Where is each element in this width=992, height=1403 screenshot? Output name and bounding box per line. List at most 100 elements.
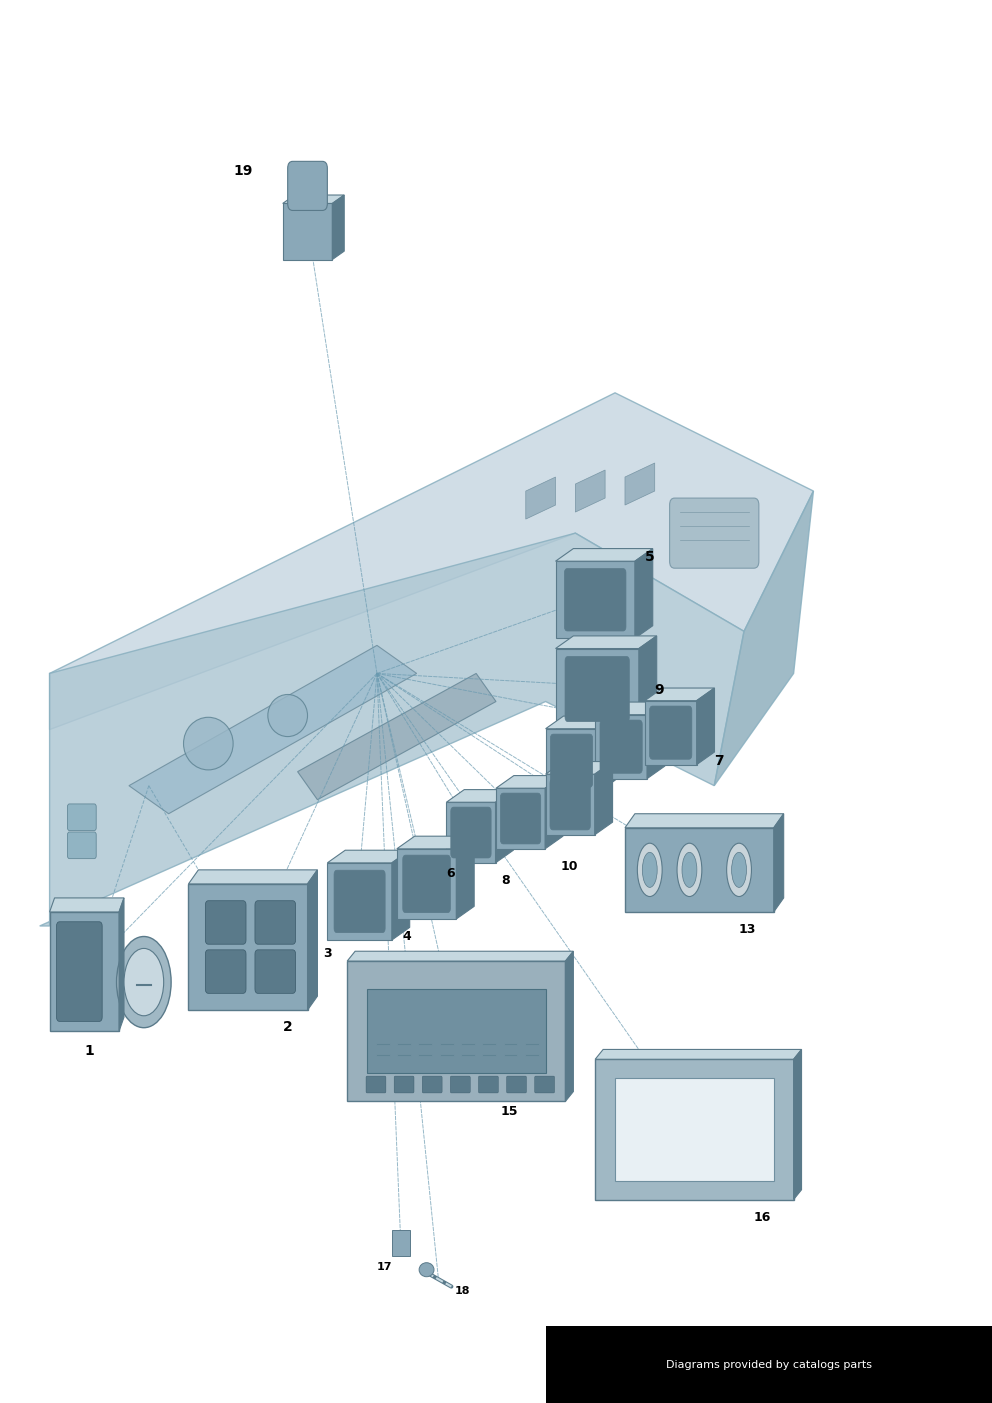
Polygon shape	[397, 849, 456, 919]
Ellipse shape	[268, 694, 308, 737]
Polygon shape	[40, 533, 744, 926]
FancyBboxPatch shape	[478, 1076, 498, 1093]
Polygon shape	[565, 951, 573, 1101]
FancyBboxPatch shape	[507, 1076, 527, 1093]
Polygon shape	[647, 702, 665, 779]
FancyBboxPatch shape	[670, 498, 759, 568]
Polygon shape	[546, 774, 595, 835]
Polygon shape	[397, 836, 474, 849]
Polygon shape	[595, 762, 613, 835]
Polygon shape	[546, 728, 597, 793]
Polygon shape	[327, 863, 392, 940]
Polygon shape	[298, 673, 496, 800]
FancyBboxPatch shape	[551, 734, 592, 787]
FancyBboxPatch shape	[600, 720, 642, 773]
FancyBboxPatch shape	[450, 1076, 470, 1093]
Polygon shape	[332, 195, 344, 260]
FancyBboxPatch shape	[403, 856, 450, 913]
Polygon shape	[308, 870, 317, 1010]
FancyBboxPatch shape	[205, 950, 246, 993]
Text: 13: 13	[739, 923, 757, 936]
FancyBboxPatch shape	[57, 922, 102, 1021]
Text: 19: 19	[233, 164, 253, 178]
Polygon shape	[546, 716, 615, 728]
FancyBboxPatch shape	[392, 1230, 410, 1256]
FancyBboxPatch shape	[188, 884, 308, 1010]
Text: 7: 7	[714, 753, 724, 767]
Polygon shape	[635, 549, 653, 638]
FancyBboxPatch shape	[650, 706, 691, 759]
Polygon shape	[556, 648, 639, 730]
Text: 17: 17	[377, 1261, 393, 1271]
Polygon shape	[597, 716, 615, 793]
FancyBboxPatch shape	[564, 568, 626, 631]
Polygon shape	[546, 762, 613, 774]
Polygon shape	[556, 561, 635, 638]
FancyBboxPatch shape	[255, 950, 296, 993]
FancyBboxPatch shape	[595, 1059, 794, 1200]
Polygon shape	[696, 687, 714, 765]
Polygon shape	[327, 850, 410, 863]
Text: 8: 8	[501, 874, 510, 887]
Text: 18: 18	[454, 1285, 470, 1295]
Polygon shape	[347, 951, 573, 961]
FancyBboxPatch shape	[334, 870, 385, 933]
Text: 6: 6	[446, 867, 455, 880]
FancyBboxPatch shape	[500, 793, 541, 845]
Polygon shape	[119, 898, 124, 1031]
Text: 15: 15	[501, 1106, 519, 1118]
FancyBboxPatch shape	[367, 989, 546, 1073]
FancyBboxPatch shape	[423, 1076, 442, 1093]
Text: 16: 16	[754, 1211, 772, 1223]
Text: 5: 5	[645, 550, 655, 564]
Ellipse shape	[117, 937, 171, 1028]
Ellipse shape	[677, 843, 701, 897]
Polygon shape	[774, 814, 784, 912]
FancyBboxPatch shape	[67, 804, 96, 831]
Polygon shape	[595, 702, 665, 714]
Polygon shape	[456, 836, 474, 919]
FancyBboxPatch shape	[394, 1076, 414, 1093]
Polygon shape	[496, 776, 563, 788]
Polygon shape	[625, 463, 655, 505]
FancyBboxPatch shape	[450, 807, 491, 859]
Ellipse shape	[643, 853, 657, 888]
Polygon shape	[556, 636, 657, 648]
FancyBboxPatch shape	[255, 901, 296, 944]
FancyBboxPatch shape	[347, 961, 565, 1101]
Text: 1: 1	[84, 1044, 94, 1058]
Polygon shape	[546, 776, 563, 849]
Ellipse shape	[637, 843, 663, 897]
Ellipse shape	[419, 1263, 434, 1277]
Polygon shape	[446, 803, 496, 863]
Polygon shape	[645, 687, 714, 700]
Ellipse shape	[682, 853, 696, 888]
Ellipse shape	[184, 717, 233, 770]
Text: 4: 4	[403, 930, 411, 943]
Polygon shape	[496, 790, 514, 863]
Polygon shape	[392, 850, 410, 940]
Ellipse shape	[726, 843, 752, 897]
Polygon shape	[446, 790, 514, 803]
FancyBboxPatch shape	[535, 1076, 555, 1093]
Ellipse shape	[731, 853, 746, 888]
FancyBboxPatch shape	[550, 779, 590, 831]
Polygon shape	[283, 195, 344, 203]
Polygon shape	[556, 549, 653, 561]
FancyBboxPatch shape	[205, 901, 246, 944]
Polygon shape	[625, 814, 784, 828]
Text: 3: 3	[323, 947, 331, 960]
FancyBboxPatch shape	[288, 161, 327, 210]
Polygon shape	[645, 700, 696, 765]
Polygon shape	[595, 714, 647, 779]
Polygon shape	[50, 393, 813, 730]
Polygon shape	[129, 645, 417, 814]
Polygon shape	[575, 470, 605, 512]
Polygon shape	[794, 1049, 802, 1200]
Text: 10: 10	[560, 860, 578, 873]
FancyBboxPatch shape	[366, 1076, 386, 1093]
Text: 2: 2	[283, 1020, 293, 1034]
Bar	[546, 1326, 992, 1403]
FancyBboxPatch shape	[615, 1078, 774, 1181]
Polygon shape	[50, 898, 124, 912]
